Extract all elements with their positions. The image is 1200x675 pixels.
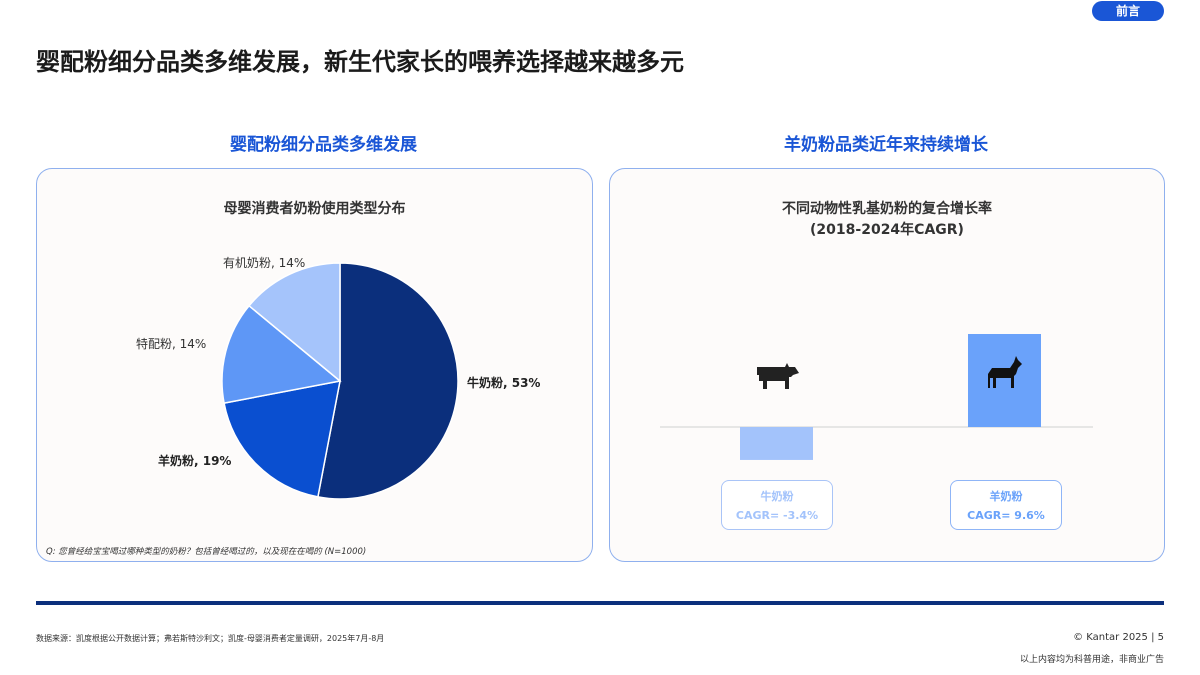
goat-icon xyxy=(988,356,1022,388)
pie-label-cow: 牛奶粉, 53% xyxy=(467,376,541,390)
pie-slice-羊奶粉 xyxy=(223,380,341,498)
survey-footnote: Q: 您曾经给宝宝喝过哪种类型的奶粉？包括曾经喝过的，以及现在在喝的 (N=10… xyxy=(46,547,367,557)
copyright: © Kantar 2025 | 5 xyxy=(1073,632,1164,643)
bar-card xyxy=(609,168,1165,562)
bar-牛奶粉 xyxy=(740,427,813,460)
pie-slice-牛奶粉 xyxy=(317,262,459,500)
cagr-value: CAGR= -3.4% xyxy=(735,509,819,522)
right-subtitle: 羊奶粉品类近年来持续增长 xyxy=(784,135,988,155)
data-source: 数据来源：凯度根据公开数据计算；弗若斯特沙利文；凯度-母婴消费者定量调研，202… xyxy=(36,634,385,643)
cagr-name: 羊奶粉 xyxy=(989,490,1023,503)
cow-icon xyxy=(757,363,799,389)
cagr-value: CAGR= 9.6% xyxy=(967,509,1045,522)
pie-label-organic: 有机奶粉, 14% xyxy=(223,256,306,270)
pie-label-special: 特配粉, 14% xyxy=(136,337,207,351)
bar-羊奶粉 xyxy=(968,334,1041,427)
left-subtitle: 婴配粉细分品类多维发展 xyxy=(230,135,417,155)
pie-label-goat: 羊奶粉, 19% xyxy=(158,454,232,468)
section-tag: 前言 xyxy=(1092,1,1164,21)
bar-title: 不同动物性乳基奶粉的复合增长率 xyxy=(782,201,992,217)
pie-title: 母婴消费者奶粉使用类型分布 xyxy=(223,201,406,217)
pie-slice-有机奶粉 xyxy=(248,262,341,383)
divider xyxy=(36,601,1164,605)
page-title: 婴配粉细分品类多维发展，新生代家长的喂养选择越来越多元 xyxy=(36,48,684,76)
bar-subtitle: (2018-2024年CAGR) xyxy=(810,222,964,238)
cagr-name: 牛奶粉 xyxy=(760,490,794,503)
pie-slice-特配粉 xyxy=(221,304,342,404)
disclaimer: 以上内容均为科普用途，非商业广告 xyxy=(1019,655,1164,665)
cagr-box-cow: 牛奶粉 CAGR= -3.4% xyxy=(721,480,833,530)
cagr-box-goat: 羊奶粉 CAGR= 9.6% xyxy=(950,480,1062,530)
